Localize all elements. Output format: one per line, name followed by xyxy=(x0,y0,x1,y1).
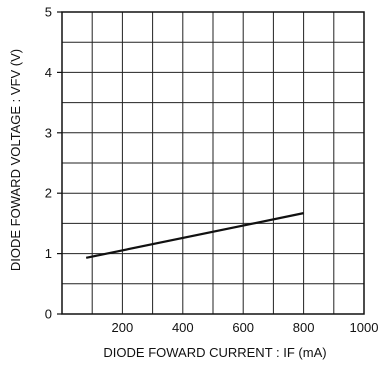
y-tick-label: 3 xyxy=(45,125,52,140)
y-tick-label: 2 xyxy=(45,186,52,201)
x-tick-label: 600 xyxy=(232,320,254,335)
chart-grid xyxy=(62,12,364,314)
chart-series xyxy=(85,212,304,259)
y-tick-label: 1 xyxy=(45,246,52,261)
x-tick-label: 800 xyxy=(293,320,315,335)
y-tick-label: 0 xyxy=(45,307,52,322)
chart-ticks: 200 400 600 800 1000 0 1 2 3 4 5 xyxy=(45,5,379,336)
x-axis-label: DIODE FOWARD CURRENT : IF (mA) xyxy=(103,345,326,360)
y-tick-label: 4 xyxy=(45,65,52,80)
plot-area-frame xyxy=(61,11,365,315)
y-axis-label: DIODE FOWARD VOLTAGE : VFV (V) xyxy=(8,49,23,271)
x-tick-label: 400 xyxy=(172,320,194,335)
series-line xyxy=(85,212,304,259)
x-tick-label: 1000 xyxy=(350,320,379,335)
y-tick-label: 5 xyxy=(45,5,52,20)
x-tick-label: 200 xyxy=(112,320,134,335)
